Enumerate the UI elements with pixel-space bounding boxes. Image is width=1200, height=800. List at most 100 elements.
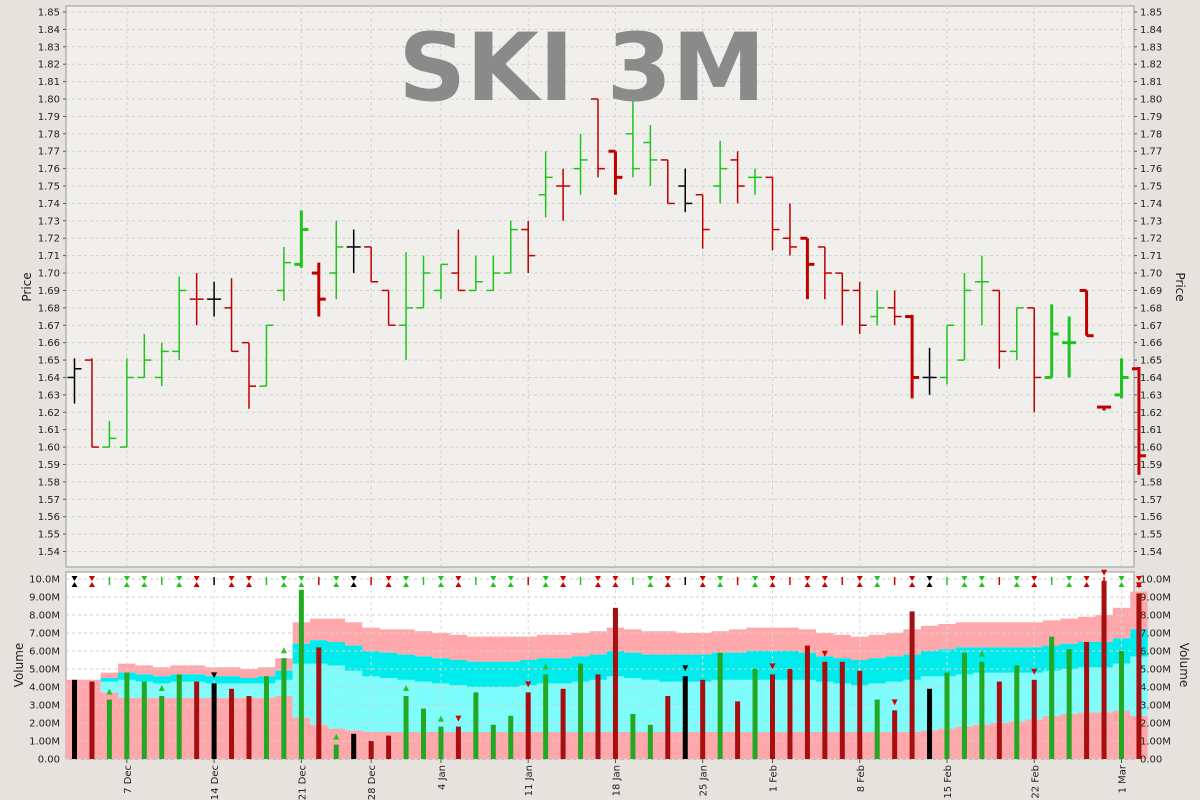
volume-bar xyxy=(333,744,339,759)
ohlc-bar xyxy=(346,229,361,274)
signal-marker xyxy=(507,576,514,587)
volume-band-inner xyxy=(65,629,1148,687)
volume-tick-label-right: 3.00M xyxy=(1140,701,1171,712)
signal-arrow-down xyxy=(437,576,444,581)
volume-bar xyxy=(892,710,898,759)
price-tick-label-left: 1.75 xyxy=(38,182,60,193)
price-tick-label-right: 1.71 xyxy=(1140,251,1162,262)
volume-bar xyxy=(351,733,357,759)
signal-marker xyxy=(228,576,235,587)
signal-marker xyxy=(1118,576,1125,587)
price-tick-label-right: 1.57 xyxy=(1140,495,1162,506)
volume-bar xyxy=(1136,593,1142,759)
price-tick-label-right: 1.58 xyxy=(1140,477,1162,488)
signal-marker xyxy=(88,576,95,587)
signal-arrow-up xyxy=(455,582,462,587)
signal-marker xyxy=(403,576,410,587)
price-tick-label-left: 1.55 xyxy=(38,530,60,541)
signal-arrow-down xyxy=(280,576,287,581)
price-tick-label-left: 1.66 xyxy=(38,338,60,349)
signal-arrow-down xyxy=(141,576,148,581)
signal-marker xyxy=(123,576,130,587)
signal-arrow-down xyxy=(333,576,340,581)
ohlc-bar xyxy=(207,281,222,317)
ohlc-bar xyxy=(172,276,187,361)
volume-tick-label-left: 2.00M xyxy=(29,719,60,730)
volume-axis-title-right: Volume xyxy=(1177,643,1191,688)
volume-bar xyxy=(909,611,915,759)
volume-bar xyxy=(72,679,77,759)
volume-bar xyxy=(194,681,200,759)
signal-arrow-down xyxy=(752,576,759,581)
signal-arrow-down xyxy=(71,576,78,581)
ohlc-bar xyxy=(835,272,850,326)
signal-arrow-up xyxy=(71,582,78,587)
x-tick-label: 14 Dec xyxy=(210,765,221,800)
volume-axis-title-left: Volume xyxy=(12,643,26,688)
volume-signal-arrow xyxy=(682,665,689,672)
signal-marker xyxy=(437,576,444,587)
price-tick-label-left: 1.58 xyxy=(38,477,60,488)
volume-tick-label-left: 9.00M xyxy=(29,593,60,604)
chart-title: SKI 3M xyxy=(398,14,765,123)
x-tick-label: 1 Feb xyxy=(769,765,780,792)
signal-marker xyxy=(821,576,828,587)
volume-bar xyxy=(857,670,863,759)
price-tick-label-right: 1.61 xyxy=(1140,425,1162,436)
signal-arrow-down xyxy=(193,576,200,581)
signal-arrow-down xyxy=(298,576,305,581)
ohlc-bar xyxy=(399,252,414,361)
signal-arrow-up xyxy=(909,582,916,587)
price-tick-label-right: 1.79 xyxy=(1140,112,1162,123)
price-tick-label-right: 1.69 xyxy=(1140,286,1162,297)
ohlc-bar xyxy=(573,133,588,195)
price-tick-label-right: 1.55 xyxy=(1140,530,1162,541)
ohlc-bar xyxy=(1114,358,1129,399)
volume-bar xyxy=(822,661,828,759)
ohlc-bar xyxy=(259,324,274,387)
price-panel: 1.54 1.54 1.55 1.55 1.56 1.56 1.57 1.57 1.58 1.58… xyxy=(38,5,1162,568)
signal-arrow-down xyxy=(595,576,601,581)
ohlc-bar xyxy=(538,151,553,218)
price-tick-label-left: 1.83 xyxy=(38,42,60,53)
ohlc-bar xyxy=(1097,405,1112,411)
signal-arrow-down xyxy=(926,576,933,581)
ohlc-bar xyxy=(643,125,658,187)
signal-arrow-down xyxy=(123,576,130,581)
volume-tick-label-right: 9.00M xyxy=(1140,593,1171,604)
price-tick-label-right: 1.84 xyxy=(1140,25,1162,36)
signal-arrow-down xyxy=(874,576,881,581)
signal-arrow-down xyxy=(647,576,654,581)
signal-marker xyxy=(804,576,811,587)
signal-arrow-up xyxy=(350,582,357,587)
price-tick-label-right: 1.59 xyxy=(1140,460,1162,471)
signal-marker xyxy=(141,576,148,587)
ohlc-bar xyxy=(800,236,815,300)
signal-marker xyxy=(752,576,759,587)
signal-arrow-up xyxy=(978,582,985,587)
signal-arrow-down xyxy=(176,576,183,581)
volume-tick-label-left: 8.00M xyxy=(29,611,60,622)
signal-arrow-up xyxy=(385,582,392,587)
volume-bar xyxy=(490,724,496,759)
volume-signal-arrow xyxy=(106,688,113,695)
signal-arrow-down xyxy=(542,576,549,581)
ohlc-bar xyxy=(625,99,640,178)
signal-marker xyxy=(193,576,200,587)
signal-marker xyxy=(298,576,305,587)
ohlc-bar xyxy=(521,220,536,274)
signal-arrow-down xyxy=(1066,576,1073,581)
price-tick-label-right: 1.81 xyxy=(1140,77,1162,88)
ohlc-bar xyxy=(311,262,326,317)
volume-signal-arrow xyxy=(821,650,828,657)
signal-marker xyxy=(769,576,776,587)
volume-signal-arrow xyxy=(525,681,532,688)
signal-arrow-up xyxy=(699,582,706,587)
signal-marker xyxy=(1013,576,1020,587)
volume-bar xyxy=(665,696,671,759)
signal-arrow-up xyxy=(804,582,811,587)
volume-bar xyxy=(525,692,531,759)
volume-signal-arrow xyxy=(1031,668,1038,675)
ohlc-bar xyxy=(591,98,605,178)
signal-arrow-up xyxy=(542,582,549,587)
